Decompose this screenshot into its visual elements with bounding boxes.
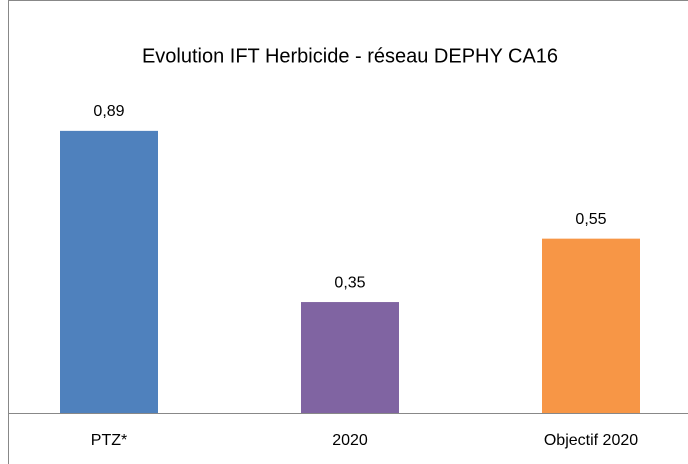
bar bbox=[60, 130, 158, 413]
chart-title: Evolution IFT Herbicide - réseau DEPHY C… bbox=[142, 45, 558, 67]
x-tick-label: PTZ* bbox=[91, 432, 127, 449]
value-label: 0,89 bbox=[93, 103, 124, 120]
value-label: 0,55 bbox=[575, 211, 606, 228]
x-tick-label: Objectif 2020 bbox=[544, 432, 638, 449]
value-label: 0,35 bbox=[334, 274, 365, 291]
bar bbox=[301, 302, 399, 413]
bar bbox=[542, 238, 640, 413]
x-tick-label: 2020 bbox=[332, 432, 368, 449]
